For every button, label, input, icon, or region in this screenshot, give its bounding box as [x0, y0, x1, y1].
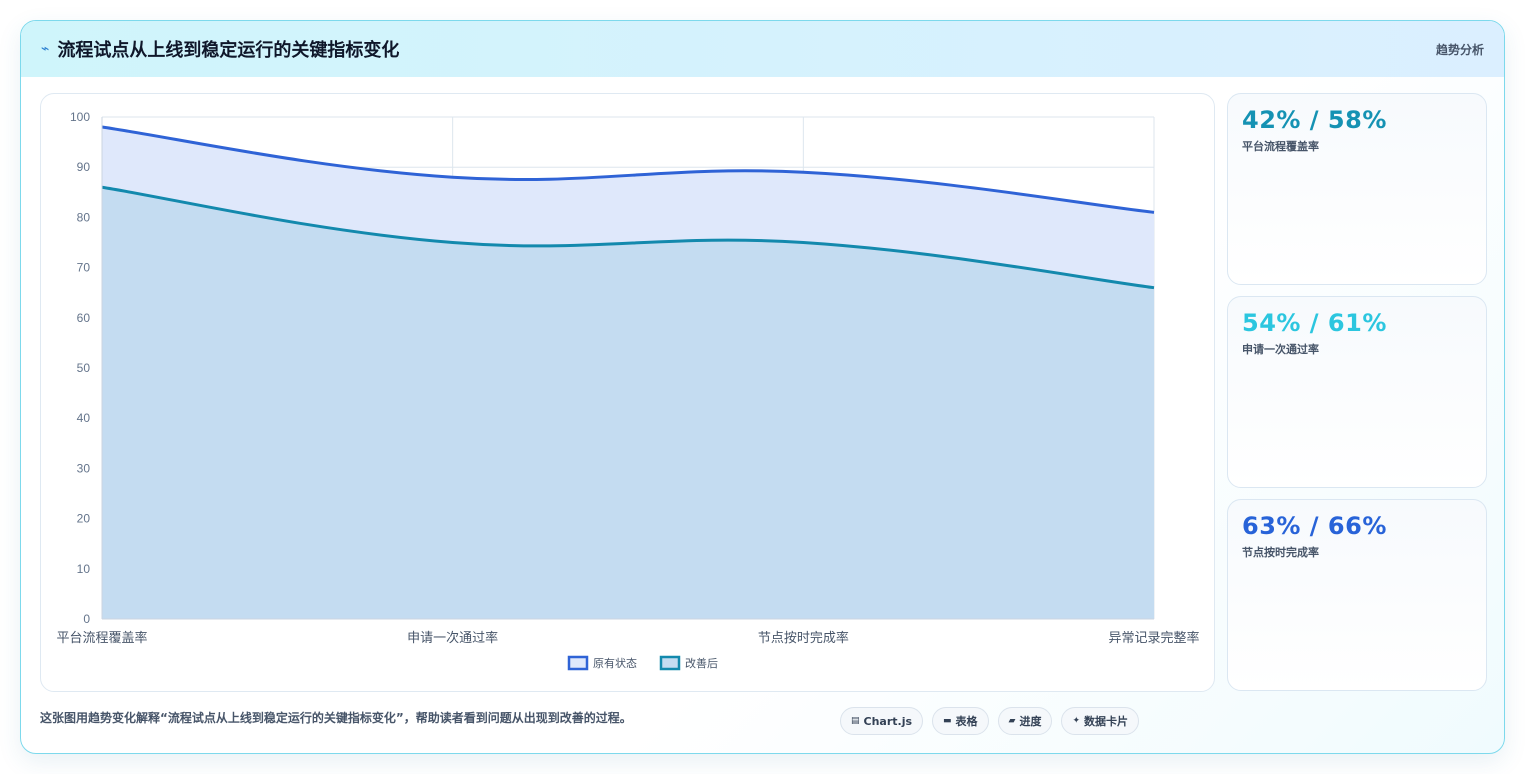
- y-tick-label: 70: [77, 261, 91, 275]
- bolt-icon: ⌁: [41, 41, 50, 57]
- stat-label: 平台流程覆盖率: [1242, 140, 1319, 153]
- legend-label: 改善后: [685, 656, 718, 670]
- chart-card: ⌁ 流程试点从上线到稳定运行的关键指标变化 趋势分析 0 10 20 30 40 50 60…: [20, 20, 1505, 754]
- tech-chips: ▤ Chart.js ▬ 表格 ▰ 进度 ✦ 数据卡片: [840, 707, 1140, 735]
- y-tick-label: 10: [77, 562, 91, 576]
- chart-description: 这张图用趋势变化解释“流程试点从上线到稳定运行的关键指标变化”，帮助读者看到问题…: [40, 711, 632, 725]
- page-title: 流程试点从上线到稳定运行的关键指标变化: [57, 40, 400, 61]
- chip-label: Chart.js: [863, 714, 913, 728]
- y-tick-label: 100: [70, 110, 90, 124]
- chip-table[interactable]: ▬ 表格: [932, 707, 989, 735]
- chip-chartjs[interactable]: ▤ Chart.js: [840, 707, 924, 735]
- chart-panel: 0 10 20 30 40 50 60 70 80 90 100 平台流程覆盖率 申请一次通过率 节点按时…: [40, 93, 1215, 692]
- legend-swatch: [567, 655, 589, 671]
- series-line-0: [101, 125, 1155, 214]
- x-tick-label: 申请一次通过率: [407, 630, 498, 646]
- stat-label: 节点按时完成率: [1242, 546, 1319, 559]
- y-tick-label: 50: [77, 361, 91, 375]
- y-tick-label: 0: [83, 612, 90, 626]
- table-icon: ▬: [943, 716, 952, 726]
- y-tick-label: 30: [77, 461, 91, 475]
- chip-label: 表格: [955, 715, 978, 728]
- chip-progress[interactable]: ▰ 进度: [997, 707, 1053, 735]
- y-tick-label: 80: [77, 210, 91, 224]
- y-tick-label: 60: [77, 311, 91, 325]
- header-tag: 趋势分析: [1435, 42, 1484, 57]
- stat-card-pass-rate: 54% / 61% 申请一次通过率: [1227, 296, 1487, 488]
- y-tick-label: 20: [77, 512, 91, 526]
- series-line-1: [101, 185, 1155, 290]
- series-area-1: [102, 187, 1154, 619]
- chip-data-card[interactable]: ✦ 数据卡片: [1061, 707, 1140, 735]
- chip-label: 进度: [1019, 715, 1042, 728]
- legend-label: 原有状态: [593, 656, 637, 670]
- stat-card-coverage: 42% / 58% 平台流程覆盖率: [1227, 93, 1487, 285]
- stat-card-ontime: 63% / 66% 节点按时完成率: [1227, 499, 1487, 691]
- card-header: ⌁ 流程试点从上线到稳定运行的关键指标变化 趋势分析: [21, 21, 1504, 77]
- y-tick-label: 90: [77, 160, 91, 174]
- stat-label: 申请一次通过率: [1242, 343, 1319, 356]
- sparkle-icon: ✦: [1072, 716, 1081, 726]
- x-tick-label: 异常记录完整率: [1108, 630, 1199, 646]
- stat-value: 54% / 61%: [1242, 309, 1387, 337]
- chart-icon: ▤: [851, 716, 860, 726]
- stat-value: 42% / 58%: [1242, 106, 1387, 134]
- chip-label: 数据卡片: [1084, 715, 1129, 728]
- y-tick-label: 40: [77, 411, 91, 425]
- x-tick-label: 节点按时完成率: [758, 630, 849, 646]
- x-tick-label: 平台流程覆盖率: [56, 630, 147, 646]
- area-chart: 0 10 20 30 40 50 60 70 80 90 100 平台流程覆盖率 申请一次通过率 节点按时…: [56, 110, 1200, 671]
- legend-swatch: [659, 655, 681, 671]
- progress-icon: ▰: [1008, 716, 1016, 726]
- stat-value: 63% / 66%: [1242, 512, 1387, 540]
